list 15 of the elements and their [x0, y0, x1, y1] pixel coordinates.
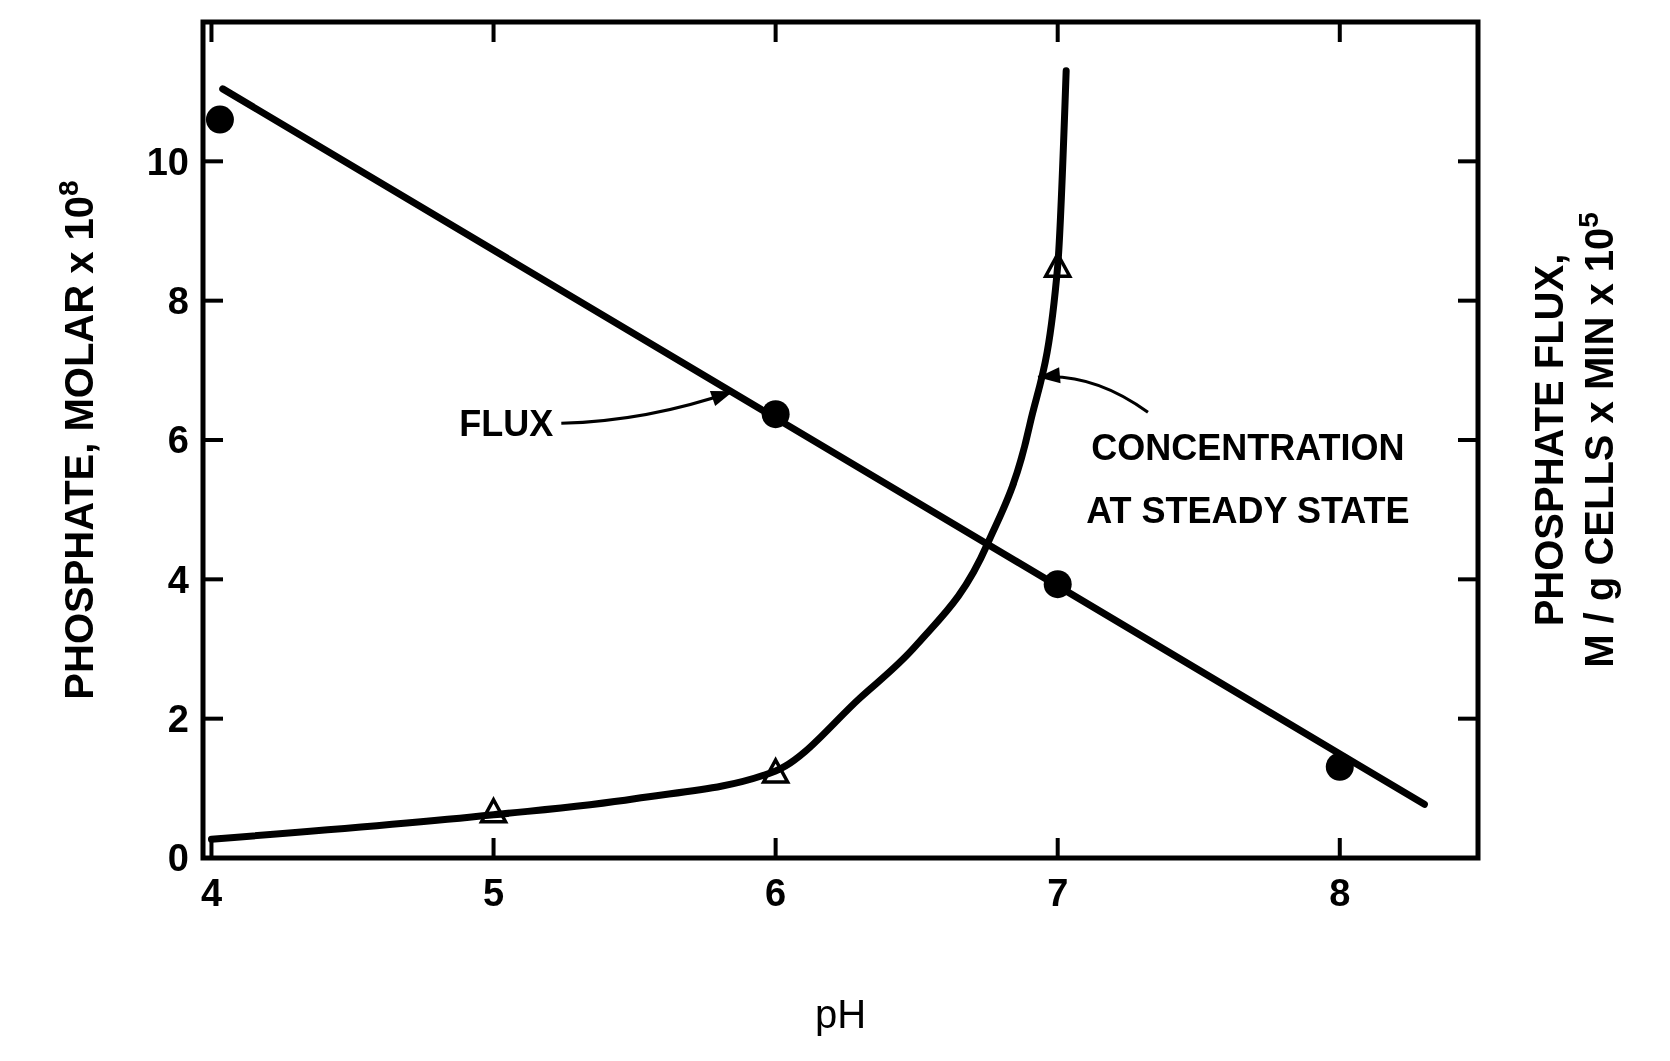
annotation: CONCENTRATION AT STEADY STATE [1086, 426, 1410, 531]
x-tick-label: 6 [765, 872, 787, 914]
x-tick-label: 7 [1047, 872, 1069, 914]
point [205, 105, 234, 134]
x-tick-label: 5 [482, 872, 505, 914]
x-axis-title: pH [814, 992, 867, 1036]
y-tick-label: 10 [146, 140, 189, 183]
annotation: FLUX [459, 402, 554, 444]
y-tick-label: 0 [167, 837, 189, 880]
y-tick-label: 8 [167, 279, 189, 322]
x-tick-label: 8 [1329, 872, 1351, 914]
x-tick-label: 4 [200, 872, 223, 914]
y-tick-label: 2 [167, 697, 189, 740]
y-tick-label: 4 [167, 558, 189, 601]
y-tick-label: 6 [167, 419, 189, 462]
